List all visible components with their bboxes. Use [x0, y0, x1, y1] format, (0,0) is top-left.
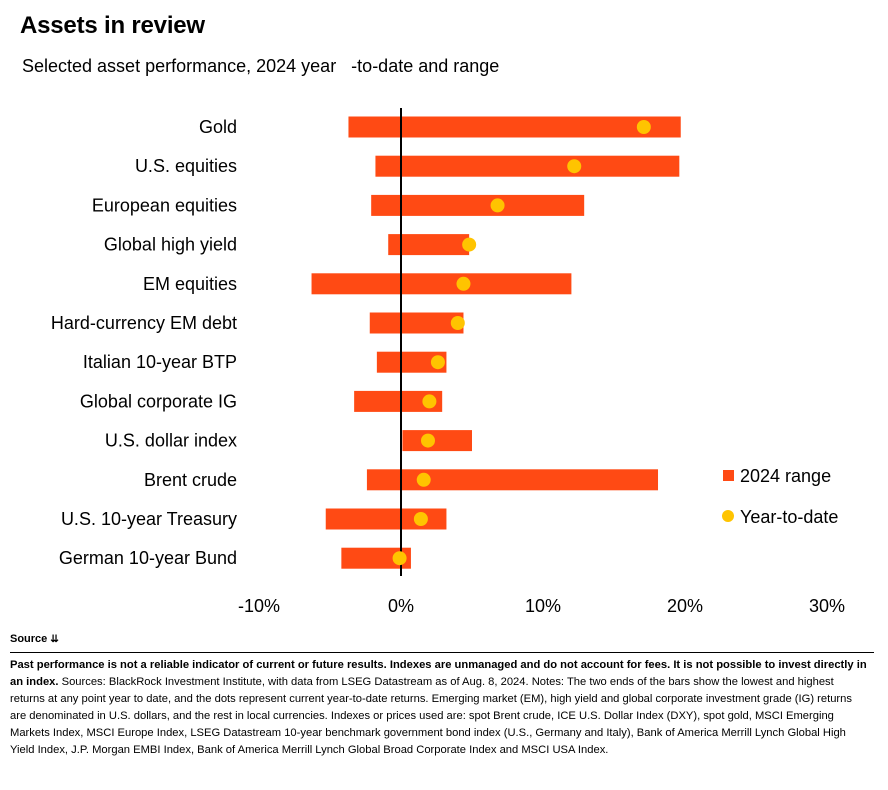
range-bar — [402, 430, 472, 452]
x-tick-label: 0% — [388, 596, 414, 616]
source-toggle[interactable]: Source ⇊ — [10, 633, 59, 645]
range-bar — [311, 273, 572, 295]
ytd-dot — [450, 316, 465, 330]
x-tick-label: 20% — [667, 596, 703, 616]
footer-divider — [10, 652, 874, 653]
ytd-dot — [422, 394, 437, 409]
legend-ytd-label: Year-to-date — [740, 507, 838, 527]
range-bar — [348, 116, 681, 138]
category-label: Global corporate IG — [80, 391, 237, 411]
range-bar — [388, 234, 470, 256]
ytd-dot — [420, 433, 435, 448]
range-bar — [341, 547, 411, 569]
category-label: Italian 10-year BTP — [83, 352, 237, 372]
ytd-dot — [636, 120, 651, 134]
range-bar — [375, 155, 680, 177]
ytd-dot — [456, 276, 471, 291]
x-tick-label: 10% — [525, 596, 561, 616]
category-label: U.S. equities — [135, 156, 237, 176]
range-bars — [311, 116, 681, 569]
range-bar — [325, 508, 447, 530]
x-tick-label: -10% — [238, 596, 280, 616]
x-tick-labels: -10% 0% 10% 20% 30% — [238, 596, 845, 616]
range-chart: Gold U.S. equities European equities Global… — [51, 108, 845, 616]
footer-notes: Past performance is not a reliable indic… — [10, 657, 870, 759]
range-bar — [366, 469, 659, 491]
category-label: Hard-currency EM debt — [51, 313, 237, 333]
ytd-dot — [430, 355, 445, 370]
category-label: Global high yield — [104, 235, 237, 255]
legend-ytd-swatch — [722, 510, 734, 522]
source-label: Source — [10, 633, 48, 645]
legend-range-label: 2024 range — [740, 466, 831, 486]
ytd-dot — [392, 551, 407, 566]
category-label: Gold — [199, 117, 237, 137]
notes-text: Sources: BlackRock Investment Institute,… — [10, 676, 852, 756]
ytd-dot — [567, 159, 582, 174]
ytd-dot — [413, 512, 428, 526]
ytd-dot — [462, 237, 477, 252]
category-label: EM equities — [143, 274, 237, 294]
ytd-dot — [416, 472, 431, 487]
ytd-dots — [392, 120, 651, 566]
disclaimer-text: Past performance is not a reliable indic… — [10, 659, 867, 688]
category-labels: Gold U.S. equities European equities Global… — [51, 117, 237, 568]
category-label: European equities — [92, 195, 237, 215]
range-bar — [369, 312, 464, 334]
chevron-down-icon: ⇊ — [50, 634, 59, 645]
legend: 2024 range Year-to-date — [722, 466, 838, 527]
ytd-dot — [490, 198, 505, 213]
category-label: U.S. dollar index — [105, 431, 237, 451]
category-label: Brent crude — [144, 470, 237, 490]
chart-subtitle: Selected asset performance, 2024 year -t… — [22, 56, 500, 76]
chart-title: Assets in review — [20, 12, 205, 39]
category-label: German 10-year Bund — [59, 548, 237, 568]
range-bar — [371, 194, 585, 216]
legend-range-swatch — [723, 470, 734, 481]
range-bar — [376, 351, 447, 373]
x-tick-label: 30% — [809, 596, 845, 616]
range-bar — [354, 390, 443, 412]
category-label: U.S. 10-year Treasury — [61, 509, 237, 529]
